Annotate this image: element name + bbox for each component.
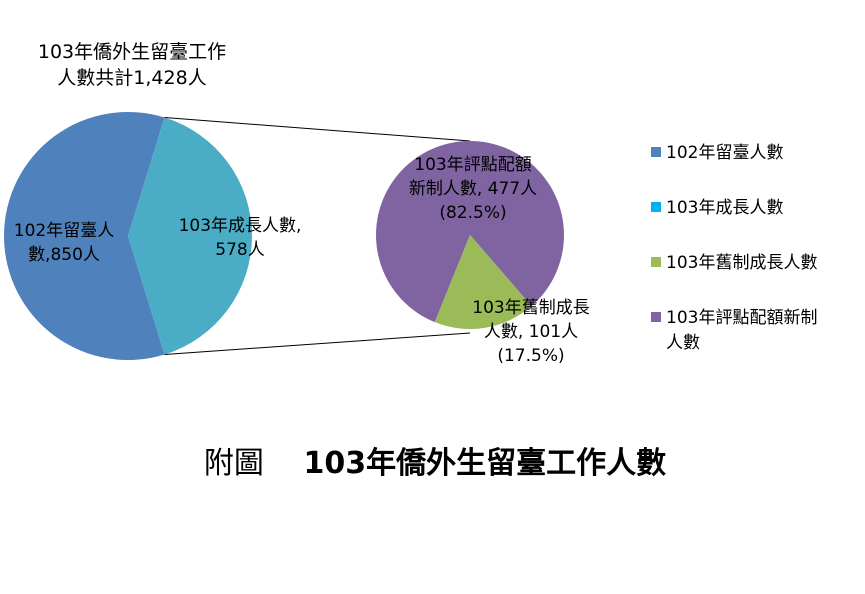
slice-label-old-system: 103年舊制成長人數, 101人 (17.5%) (472, 298, 589, 366)
legend-label-line: 103年成長人數 (666, 198, 783, 218)
slice-label-points-quota: 103年評點配額新制人數, 477人 (82.5%) (409, 155, 537, 223)
slice-label-points-quota-line: (82.5%) (439, 203, 506, 223)
caption-prefix: 附圖 (204, 446, 264, 481)
main-slice-103-growth (128, 117, 252, 355)
legend-item: 103年舊制成長人數 (651, 253, 817, 273)
connector-line-top (164, 117, 471, 142)
legend-label-line: 102年留臺人數 (666, 143, 783, 163)
slice-label-old-system-line: 103年舊制成長 (472, 298, 589, 318)
legend-swatch (651, 147, 661, 157)
legend-item: 102年留臺人數 (651, 143, 783, 163)
legend-swatch (651, 312, 661, 322)
secondary-slice-points-quota (375, 141, 564, 323)
slice-label-points-quota-line: 103年評點配額 (414, 155, 531, 175)
connector-line-bottom (164, 332, 471, 355)
slice-label-old-system-line: 人數, 101人 (484, 322, 578, 342)
legend-label-line: 103年評點配額新制 (666, 308, 817, 328)
legend-label-line: 人數 (666, 333, 700, 353)
legend-label: 102年留臺人數 (666, 143, 783, 163)
slice-label-103-growth-line: 578人 (215, 240, 264, 260)
total-count-label: 103年僑外生留臺工作人數共計1,428人 (38, 41, 226, 89)
legend-label-line: 103年舊制成長人數 (666, 253, 817, 273)
legend-swatch (651, 257, 661, 267)
legend-label: 103年舊制成長人數 (666, 253, 817, 273)
total-count-label-line: 人數共計1,428人 (57, 67, 206, 89)
legend-label: 103年成長人數 (666, 198, 783, 218)
slice-label-102-retained-line: 102年留臺人 (14, 221, 114, 241)
legend-label: 103年評點配額新制人數 (666, 308, 817, 353)
secondary-pie (375, 141, 564, 330)
legend-item: 103年成長人數 (651, 198, 783, 218)
slice-label-102-retained: 102年留臺人數,850人 (14, 221, 114, 265)
slice-labels: 102年留臺人數,850人 103年成長人數, 578人 103年評點配額新制人數, … (14, 155, 590, 366)
slice-label-103-growth-line: 103年成長人數, (179, 216, 302, 236)
secondary-slice-old-system (434, 235, 532, 330)
slice-label-102-retained-line: 數,850人 (28, 245, 100, 265)
caption-title: 103年僑外生留臺工作人數 (303, 446, 666, 481)
total-count-label-line: 103年僑外生留臺工作 (38, 41, 226, 63)
main-pie (3, 111, 252, 360)
slice-label-old-system-line: (17.5%) (497, 346, 564, 366)
main-slice-102-retained (3, 111, 165, 360)
slice-label-points-quota-line: 新制人數, 477人 (409, 179, 537, 199)
figure-caption: 附圖 103年僑外生留臺工作人數 (204, 446, 666, 481)
total-label: 103年僑外生留臺工作人數共計1,428人 (38, 41, 226, 89)
legend-item: 103年評點配額新制人數 (651, 308, 817, 353)
legend: 102年留臺人數 103年成長人數 103年舊制成長人數 103年評點配額新制人數 (651, 143, 817, 353)
connector-lines (164, 117, 471, 355)
slice-label-103-growth: 103年成長人數, 578人 (179, 216, 302, 260)
legend-swatch (651, 202, 661, 212)
